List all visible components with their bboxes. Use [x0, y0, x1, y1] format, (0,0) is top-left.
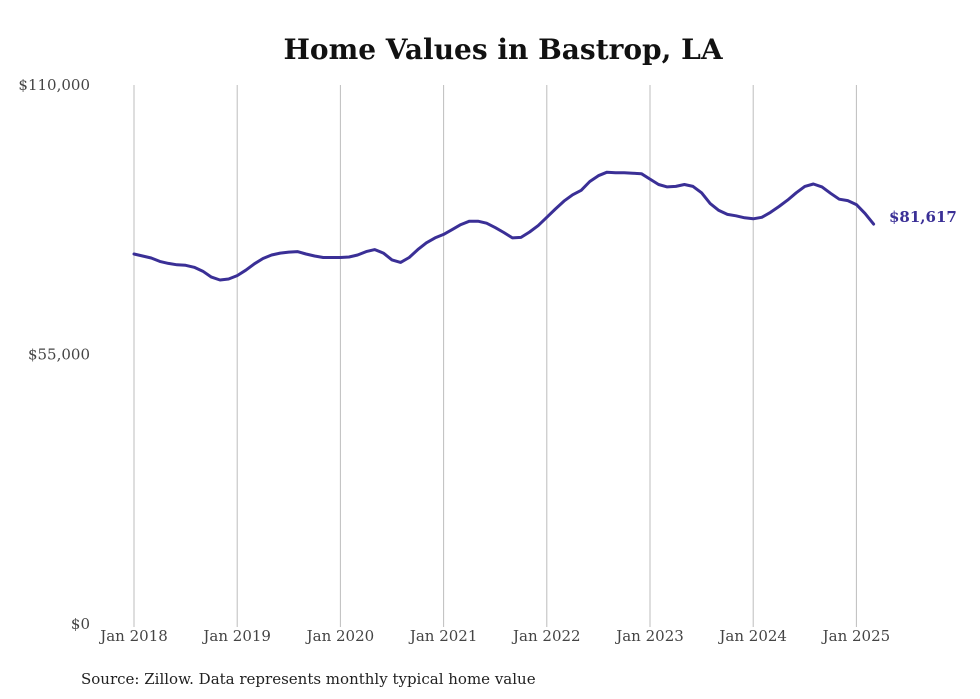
x-tick-label: Jan 2023 — [614, 627, 684, 645]
x-tick-label: Jan 2021 — [408, 627, 478, 645]
source-note: Source: Zillow. Data represents monthly … — [81, 670, 536, 688]
chart-title: Home Values in Bastrop, LA — [283, 33, 723, 66]
x-tick-label: Jan 2024 — [717, 627, 787, 645]
y-tick-label: $110,000 — [18, 76, 90, 94]
series-line — [132, 170, 876, 282]
y-tick-label: $55,000 — [28, 346, 90, 364]
x-tick-label: Jan 2022 — [511, 627, 581, 645]
x-tick-label: Jan 2018 — [98, 627, 168, 645]
gridlines — [133, 85, 857, 627]
y-axis: $110,000 $55,000 $0 — [18, 76, 90, 633]
x-tick-label: Jan 2020 — [305, 627, 375, 645]
x-axis: Jan 2018 Jan 2019 Jan 2020 Jan 2021 Jan 2022… — [98, 627, 890, 645]
series — [132, 170, 876, 282]
x-tick-label: Jan 2025 — [821, 627, 891, 645]
end-value-label: $81,617 — [889, 208, 957, 226]
y-tick-label: $0 — [71, 615, 90, 633]
x-tick-label: Jan 2019 — [201, 627, 271, 645]
